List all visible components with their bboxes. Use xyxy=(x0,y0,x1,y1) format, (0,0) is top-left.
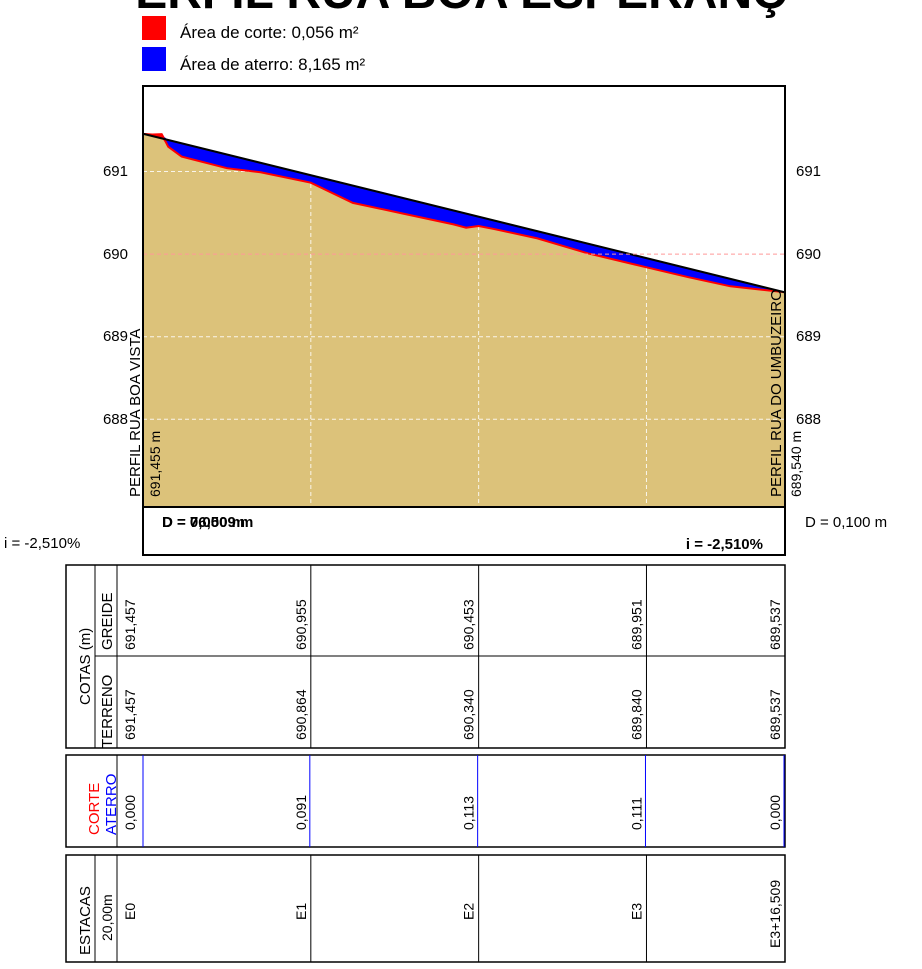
y-tick-left-691: 691 xyxy=(103,163,128,180)
estacas-label: ESTACAS xyxy=(77,886,94,955)
legend-cut-swatch xyxy=(142,16,166,40)
estaca-value: E3 xyxy=(628,903,644,920)
drawing-title: ERFIL RUA BOA ESPERANÇ xyxy=(135,0,787,19)
greide-value: 689,951 xyxy=(628,599,644,650)
greide-value: 691,457 xyxy=(122,599,138,650)
terreno-value: 689,537 xyxy=(767,689,783,740)
estaca-value: E0 xyxy=(122,903,138,920)
left-elevation-label: 691,455 m xyxy=(147,431,163,497)
greide-value: 690,955 xyxy=(293,599,309,650)
legend-fill-label: Área de aterro: 8,165 m² xyxy=(180,55,366,74)
y-tick-left-690: 690 xyxy=(103,246,128,263)
legend-cut-label: Área de corte: 0,056 m² xyxy=(180,23,359,42)
slope-outside: i = -2,510% xyxy=(4,535,80,552)
corte-aterro-section xyxy=(65,754,786,848)
y-tick-left-689: 689 xyxy=(103,328,128,345)
terreno-value: 691,457 xyxy=(122,689,138,740)
corte-label: CORTE xyxy=(86,783,103,835)
grade-line xyxy=(142,132,786,294)
estaca-value: E1 xyxy=(293,903,309,920)
terreno-value: 690,864 xyxy=(293,689,309,740)
greide-label: GREIDE xyxy=(99,592,116,650)
terrain-line xyxy=(142,132,786,294)
distance-right: D = 0,100 m xyxy=(805,514,887,531)
corte-aterro-value: 0,000 xyxy=(767,795,783,830)
table-columns: 691,457 691,457 0,000 E0 690,955 690,864 0,091… xyxy=(122,565,785,962)
distance-left-overlap: D = 0,000 m xyxy=(162,514,245,531)
aterro-label: ATERRO xyxy=(103,774,120,835)
terreno-value: 690,340 xyxy=(461,689,477,740)
y-tick-right-689: 689 xyxy=(796,328,821,345)
estaca-value: E3+16,509 xyxy=(767,880,783,948)
terrain-area xyxy=(143,133,785,507)
slope-inside: i = -2,510% xyxy=(686,536,763,553)
cotas-label: COTAS (m) xyxy=(77,628,94,705)
y-tick-left-688: 688 xyxy=(103,411,128,428)
profile-plot: 691 690 689 688 691 690 689 688 PERFIL R… xyxy=(103,85,821,508)
terreno-label: TERRENO xyxy=(99,675,116,748)
greide-value: 689,537 xyxy=(767,599,783,650)
y-tick-right-691: 691 xyxy=(796,163,821,180)
greide-value: 690,453 xyxy=(461,599,477,650)
distance-left: D = 76,509 m xyxy=(162,514,253,531)
legend: Área de corte: 0,056 m² Área de aterro: … xyxy=(142,16,366,74)
corte-aterro-value: 0,091 xyxy=(293,795,309,830)
corte-aterro-value: 0,111 xyxy=(628,797,644,830)
right-elevation-label: 689,540 m xyxy=(788,431,804,497)
slope-info-box xyxy=(142,506,786,556)
legend-fill-swatch xyxy=(142,47,166,71)
data-table: COTAS (m) GREIDE TERRENO CORTE ATERRO ES… xyxy=(65,564,786,963)
corte-aterro-value: 0,113 xyxy=(461,796,477,830)
y-tick-right-690: 690 xyxy=(796,246,821,263)
estaca-value: E2 xyxy=(461,903,477,920)
corte-aterro-value: 0,000 xyxy=(122,795,138,830)
right-profile-label: PERFIL RUA DO UMBUZEIRO xyxy=(768,289,785,497)
y-tick-right-688: 688 xyxy=(796,411,821,428)
estacas-section xyxy=(65,854,786,963)
left-profile-label: PERFIL RUA BOA VISTA xyxy=(127,329,144,497)
terreno-value: 689,840 xyxy=(628,689,644,740)
estacas-sublabel: 20,00m xyxy=(99,894,115,941)
